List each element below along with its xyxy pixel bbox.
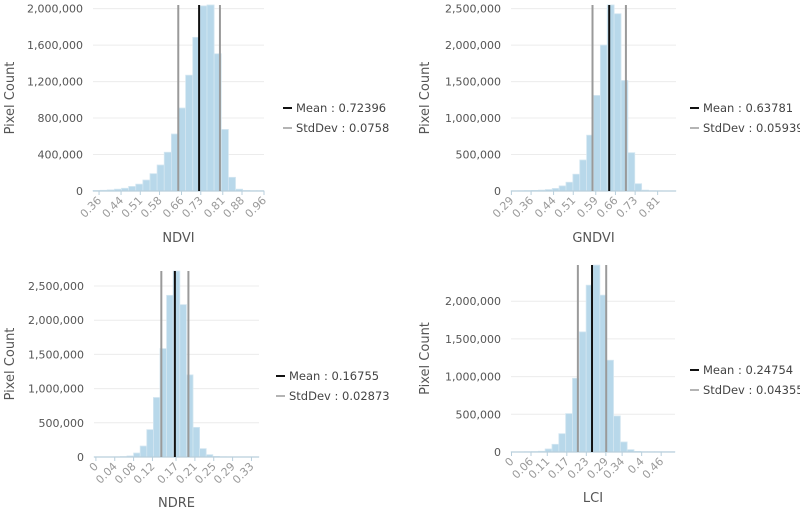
y-tick-label: 1,500,000: [445, 76, 501, 89]
x-tick-label: 0.51: [552, 194, 579, 221]
histogram-bar: [227, 176, 236, 192]
legend-stddev-label: StdDev : 0.04355: [703, 383, 800, 397]
histogram-ndre: 0 500,000 1,000,000 1,500,000 2,000,000 2,500…: [3, 270, 390, 511]
legend-mean-label: Mean : 0.72396: [296, 101, 386, 115]
y-tick-label: 1,500,000: [445, 333, 501, 346]
histogram-bar: [139, 445, 148, 458]
y-tick-label: 1,000,000: [445, 112, 501, 125]
histogram-lci: 0500,0001,000,0001,500,0002,000,00000.06…: [418, 264, 800, 506]
histogram-bar: [179, 304, 187, 458]
y-tick-label: 2,000,000: [445, 39, 501, 52]
histogram-bar: [619, 441, 628, 453]
histogram-bar: [558, 185, 567, 192]
legend: Mean : 0.72396 StdDev : 0.0758: [283, 101, 389, 135]
histogram-bar: [572, 173, 581, 192]
histogram-bar: [578, 331, 587, 453]
x-axis-title: NDRE: [158, 496, 195, 511]
y-axis-title: Pixel Count: [3, 328, 18, 401]
x-tick-label: 0.81: [636, 194, 663, 221]
histogram-bar: [192, 426, 200, 458]
y-tick-label: 2,500,000: [445, 3, 501, 16]
histogram-bar: [128, 186, 137, 192]
histogram-bar: [627, 152, 636, 192]
histogram-bar: [142, 179, 151, 192]
y-tick-label: 2,500,000: [28, 280, 84, 293]
histogram-bar: [178, 107, 187, 192]
legend-stddev-label: StdDev : 0.0758: [296, 121, 389, 135]
histogram-bar: [185, 374, 194, 458]
y-axis-title: Pixel Count: [418, 322, 433, 395]
histogram-bar: [592, 264, 601, 453]
histogram-bar: [163, 151, 172, 192]
x-tick-label: 0.12: [131, 460, 158, 487]
histogram-bar: [199, 5, 208, 192]
y-tick-label: 1,600,000: [27, 39, 83, 52]
legend-mean-label: Mean : 0.24754: [703, 363, 793, 377]
histogram-bar: [551, 443, 560, 453]
y-tick-label: 0: [77, 451, 84, 464]
histogram-ndvi: 0 400,000 800,000 1,200,000 1,600,000 2,000,0…: [3, 3, 389, 246]
x-tick-label: 0.73: [179, 194, 206, 221]
y-tick-label: 400,000: [38, 149, 84, 162]
histogram-bar: [565, 181, 574, 192]
y-axis-title: Pixel Count: [418, 62, 433, 135]
y-tick-label: 1,000,000: [445, 371, 501, 384]
histogram-bar: [593, 95, 601, 192]
y-tick-label: 500,000: [456, 149, 502, 162]
histogram-bar: [206, 4, 215, 192]
x-tick-label: 0.46: [640, 455, 667, 482]
histogram-bar: [599, 44, 608, 192]
x-axis-title: NDVI: [162, 231, 194, 246]
histogram-bar: [565, 413, 573, 453]
x-tick-label: 0.88: [221, 194, 248, 221]
legend: Mean : 0.63781 StdDev : 0.05939: [690, 101, 800, 135]
x-axis-title: GNDVI: [572, 231, 614, 246]
histogram-gndvi: 0 500,000 1,000,000 1,500,000 2,000,000 2,500…: [418, 3, 800, 246]
histogram-bar: [135, 183, 144, 192]
legend-mean-label: Mean : 0.63781: [703, 101, 793, 115]
y-tick-label: 0: [494, 446, 501, 459]
legend: Mean : 0.16755 StdDev : 0.02873: [276, 369, 390, 403]
histogram-bar: [579, 159, 588, 192]
histogram-bar: [149, 173, 158, 192]
histogram-bar: [613, 13, 622, 192]
x-axis-title: LCI: [583, 491, 603, 506]
y-axis-title: Pixel Count: [3, 62, 18, 135]
y-tick-label: 800,000: [38, 112, 84, 125]
y-tick-label: 1,500,000: [28, 348, 84, 361]
legend-mean-label: Mean : 0.16755: [289, 369, 379, 383]
histogram-bar: [152, 397, 161, 458]
histogram-bar: [199, 448, 207, 458]
histogram-bar: [156, 164, 165, 192]
histogram-bar: [146, 429, 154, 458]
x-tick-label: 0.73: [614, 194, 641, 221]
x-tick-label: 0.33: [230, 460, 257, 487]
histogram-bar: [220, 129, 229, 192]
x-tick-label: 0.96: [243, 194, 270, 221]
y-tick-label: 2,000,000: [28, 314, 84, 327]
histogram-bar: [185, 74, 194, 192]
histogram-bar: [613, 415, 621, 453]
y-tick-label: 500,000: [39, 417, 85, 430]
legend-stddev-label: StdDev : 0.05939: [703, 121, 800, 135]
y-tick-label: 2,000,000: [445, 295, 501, 308]
x-tick-label: 0.36: [510, 194, 537, 221]
y-tick-label: 1,200,000: [27, 76, 83, 89]
y-tick-label: 2,000,000: [27, 3, 83, 16]
histogram-bar: [634, 183, 643, 192]
legend: Mean : 0.24754 StdDev : 0.04355: [690, 363, 800, 397]
legend-stddev-label: StdDev : 0.02873: [289, 389, 390, 403]
y-tick-label: 0: [76, 185, 83, 198]
y-tick-label: 0: [494, 185, 501, 198]
histogram-bar: [606, 359, 614, 453]
y-tick-label: 1,000,000: [28, 383, 84, 396]
histogram-bar: [166, 294, 174, 458]
x-tick-label: 0.58: [138, 194, 165, 221]
y-tick-label: 500,000: [456, 408, 502, 421]
histogram-bar: [558, 433, 567, 453]
